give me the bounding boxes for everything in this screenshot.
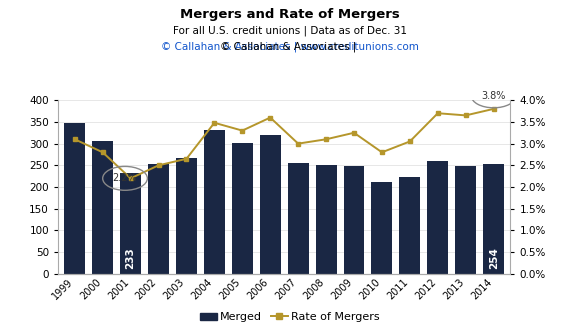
Bar (232, 143, 253, 274)
Bar (483, 164, 504, 274)
Bar (400, 177, 420, 274)
Legend: Merged, Rate of Mergers: Merged, Rate of Mergers (196, 308, 384, 327)
Bar (204, 130, 225, 274)
Bar (288, 163, 309, 274)
Bar (427, 161, 448, 274)
Bar (148, 164, 169, 274)
Bar (176, 158, 197, 274)
Bar (120, 173, 141, 274)
Bar (64, 123, 85, 274)
Text: © Callahan & Associates |: © Callahan & Associates | (220, 42, 360, 52)
Text: For all U.S. credit unions | Data as of Dec. 31: For all U.S. credit unions | Data as of … (173, 25, 407, 35)
Bar (343, 166, 364, 274)
Text: 3.8%: 3.8% (481, 91, 506, 101)
Bar (455, 166, 476, 274)
Text: 2.2%: 2.2% (113, 173, 137, 183)
Bar (260, 135, 281, 274)
Bar (92, 141, 113, 274)
Bar (316, 165, 336, 274)
Text: Mergers and Rate of Mergers: Mergers and Rate of Mergers (180, 8, 400, 21)
Text: © Callahan & Associates | www.creditunions.com: © Callahan & Associates | www.creditunio… (161, 42, 419, 52)
Bar (371, 182, 393, 274)
Text: 233: 233 (126, 247, 136, 269)
Text: 254: 254 (488, 247, 499, 269)
